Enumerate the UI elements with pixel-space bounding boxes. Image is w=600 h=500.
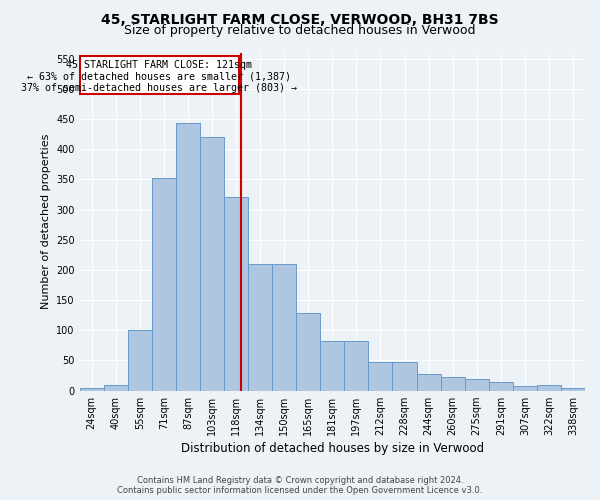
Bar <box>296 314 320 390</box>
Bar <box>537 384 561 390</box>
Bar <box>344 340 368 390</box>
Bar <box>128 330 152 390</box>
Bar <box>248 264 272 390</box>
Bar <box>489 382 513 390</box>
Text: 45, STARLIGHT FARM CLOSE, VERWOOD, BH31 7BS: 45, STARLIGHT FARM CLOSE, VERWOOD, BH31 … <box>101 12 499 26</box>
Bar <box>392 362 416 390</box>
Text: 45 STARLIGHT FARM CLOSE: 121sqm: 45 STARLIGHT FARM CLOSE: 121sqm <box>67 60 253 70</box>
Text: ← 63% of detached houses are smaller (1,387): ← 63% of detached houses are smaller (1,… <box>28 72 292 82</box>
FancyBboxPatch shape <box>80 56 239 94</box>
Bar <box>200 137 224 390</box>
Bar <box>440 378 464 390</box>
Bar <box>104 384 128 390</box>
Bar <box>272 264 296 390</box>
X-axis label: Distribution of detached houses by size in Verwood: Distribution of detached houses by size … <box>181 442 484 455</box>
Text: Contains HM Land Registry data © Crown copyright and database right 2024.
Contai: Contains HM Land Registry data © Crown c… <box>118 476 482 495</box>
Text: Size of property relative to detached houses in Verwood: Size of property relative to detached ho… <box>124 24 476 37</box>
Bar <box>176 123 200 390</box>
Bar <box>320 340 344 390</box>
Bar <box>464 378 489 390</box>
Bar <box>513 386 537 390</box>
Bar <box>368 362 392 390</box>
Bar <box>152 178 176 390</box>
Y-axis label: Number of detached properties: Number of detached properties <box>41 134 50 310</box>
Bar <box>224 198 248 390</box>
Bar <box>80 388 104 390</box>
Bar <box>561 388 585 390</box>
Bar <box>416 374 440 390</box>
Text: 37% of semi-detached houses are larger (803) →: 37% of semi-detached houses are larger (… <box>22 84 298 94</box>
